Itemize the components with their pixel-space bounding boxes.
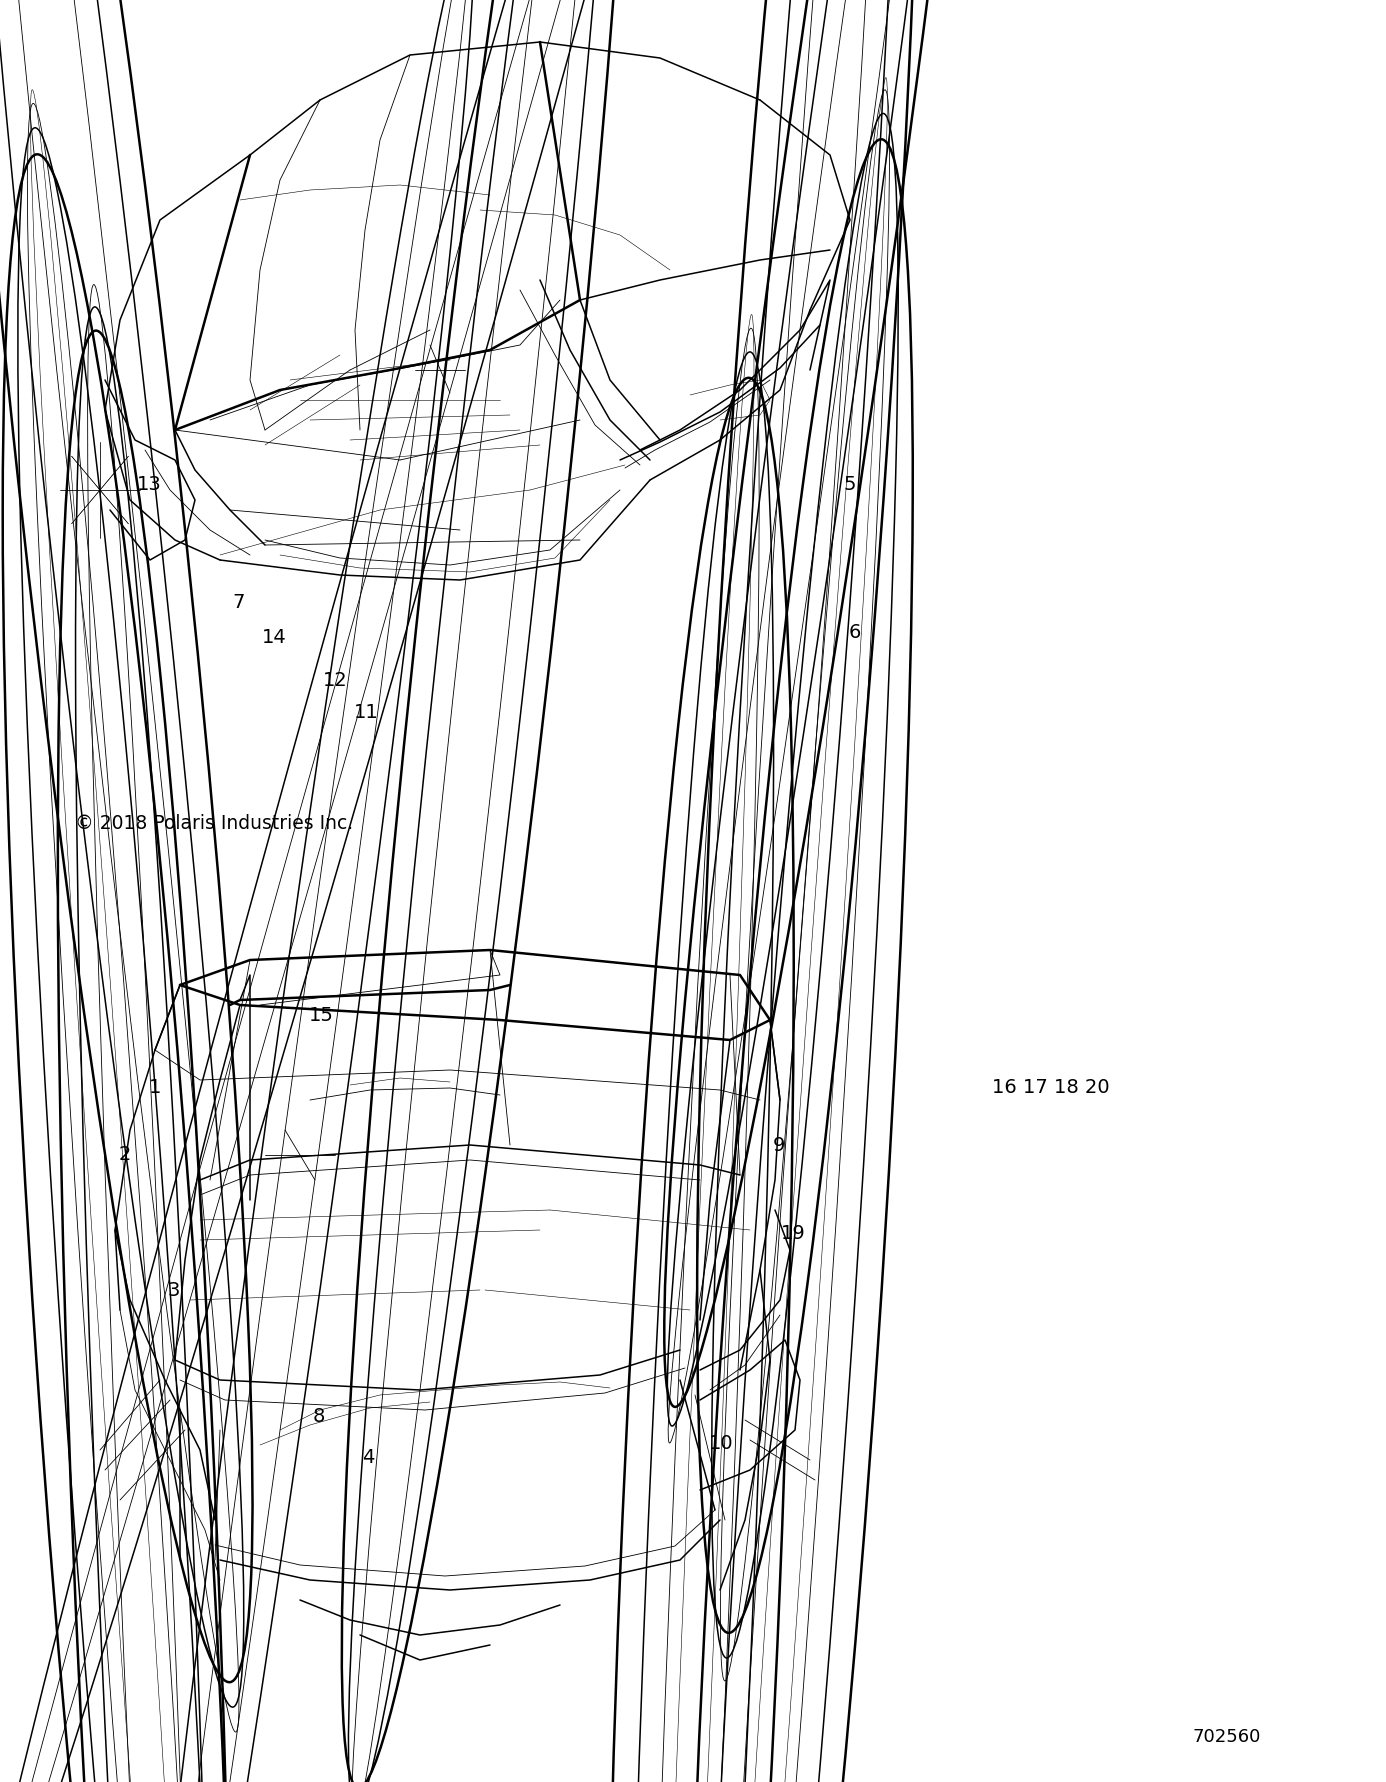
Text: 8: 8	[313, 1408, 324, 1426]
Text: 16 17 18 20: 16 17 18 20	[992, 1078, 1109, 1096]
Text: 15: 15	[309, 1007, 334, 1025]
Text: 7: 7	[233, 593, 244, 611]
Text: 4: 4	[363, 1449, 374, 1467]
Text: 5: 5	[843, 476, 857, 494]
Text: 13: 13	[137, 476, 162, 494]
Text: 1: 1	[150, 1078, 161, 1096]
Text: 702560: 702560	[1192, 1729, 1261, 1746]
Text: 10: 10	[708, 1435, 733, 1452]
Text: © 2018 Polaris Industries Inc.: © 2018 Polaris Industries Inc.	[75, 814, 353, 832]
Text: 12: 12	[323, 672, 348, 690]
Text: 11: 11	[353, 704, 378, 722]
Text: 2: 2	[119, 1146, 130, 1164]
Text: 3: 3	[168, 1281, 179, 1299]
Text: 9: 9	[773, 1137, 784, 1155]
Text: 6: 6	[850, 624, 861, 642]
Text: 14: 14	[262, 629, 287, 647]
Text: 19: 19	[780, 1224, 805, 1242]
